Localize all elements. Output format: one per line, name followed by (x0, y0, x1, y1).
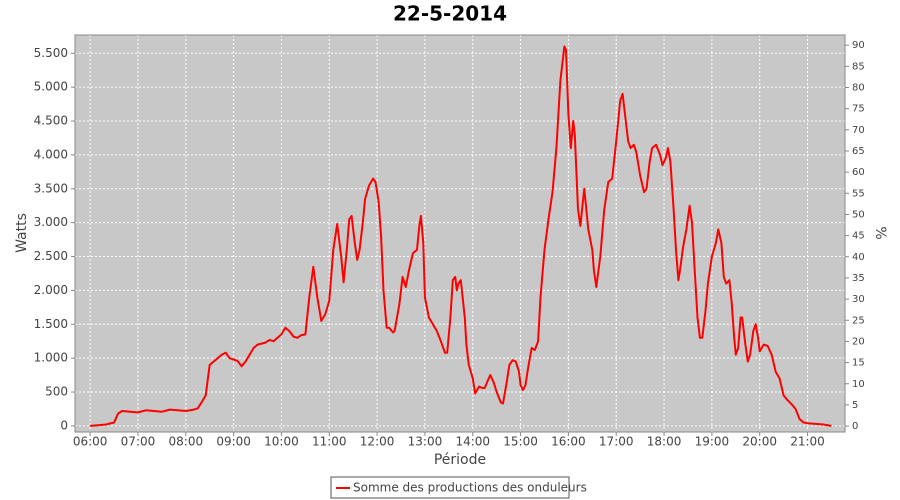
x-tick-label: 09:00 (216, 435, 251, 449)
y2-tick-label: 0 (852, 421, 858, 432)
y2-tick-label: 5 (852, 400, 858, 411)
y-tick-label: 2.000 (34, 283, 68, 297)
x-tick-label: 19:00 (695, 435, 730, 449)
x-tick-label: 15:00 (503, 435, 538, 449)
x-tick-label: 11:00 (312, 435, 347, 449)
y2-tick-label: 90 (852, 40, 865, 51)
x-tick-label: 18:00 (647, 435, 682, 449)
series-line (90, 45, 832, 427)
y-tick-label: 0 (60, 418, 68, 432)
y-tick-label: 1.500 (34, 317, 68, 331)
x-tick-label: 14:00 (455, 435, 490, 449)
x-axis-label: Période (434, 452, 486, 468)
y2-tick-label: 35 (852, 273, 865, 284)
x-tick-label: 20:00 (742, 435, 777, 449)
y-tick-label: 5.500 (34, 46, 68, 60)
y2-tick-label: 25 (852, 315, 865, 326)
x-tick-label: 13:00 (408, 435, 443, 449)
y2-tick-label: 45 (852, 231, 865, 242)
y2-tick-label: 10 (852, 379, 865, 390)
x-tick-label: 17:00 (599, 435, 634, 449)
y-tick-label: 4.500 (34, 114, 68, 128)
plot-area (75, 35, 845, 432)
y-tick-label: 500 (45, 385, 68, 399)
y2-tick-label: 50 (852, 209, 865, 220)
y-tick-label: 4.000 (34, 147, 68, 161)
legend (330, 476, 570, 499)
y2-tick-label: 30 (852, 294, 865, 305)
legend-label: Somme des productions des onduleurs (353, 481, 587, 495)
x-tick-label: 12:00 (360, 435, 395, 449)
y2-tick-label: 85 (852, 61, 865, 72)
y2-tick-label: 15 (852, 358, 865, 369)
y-tick-label: 2.500 (34, 249, 68, 263)
y2-tick-label: 70 (852, 125, 865, 136)
y-tick-label: 3.500 (34, 181, 68, 195)
x-tick-label: 16:00 (551, 435, 586, 449)
chart-title: 22-5-2014 (393, 2, 507, 26)
y2-tick-label: 40 (852, 252, 865, 263)
y2-tick-label: 80 (852, 82, 865, 93)
y2-tick-label: 20 (852, 336, 865, 347)
x-tick-label: 21:00 (790, 435, 825, 449)
x-tick-label: 07:00 (121, 435, 156, 449)
plot-border (74, 34, 846, 433)
y-tick-label: 3.000 (34, 215, 68, 229)
y2-tick-label: 65 (852, 146, 865, 157)
x-tick-label: 08:00 (169, 435, 204, 449)
y-tick-label: 1.000 (34, 351, 68, 365)
y2-tick-label: 75 (852, 104, 865, 115)
x-tick-label: 10:00 (264, 435, 299, 449)
y-tick-label: 5.000 (34, 80, 68, 94)
y-axis-label: Watts (14, 213, 30, 253)
y2-axis-label: % (872, 226, 888, 239)
y2-tick-label: 60 (852, 167, 865, 178)
y2-tick-label: 55 (852, 188, 865, 199)
x-tick-label: 06:00 (73, 435, 108, 449)
